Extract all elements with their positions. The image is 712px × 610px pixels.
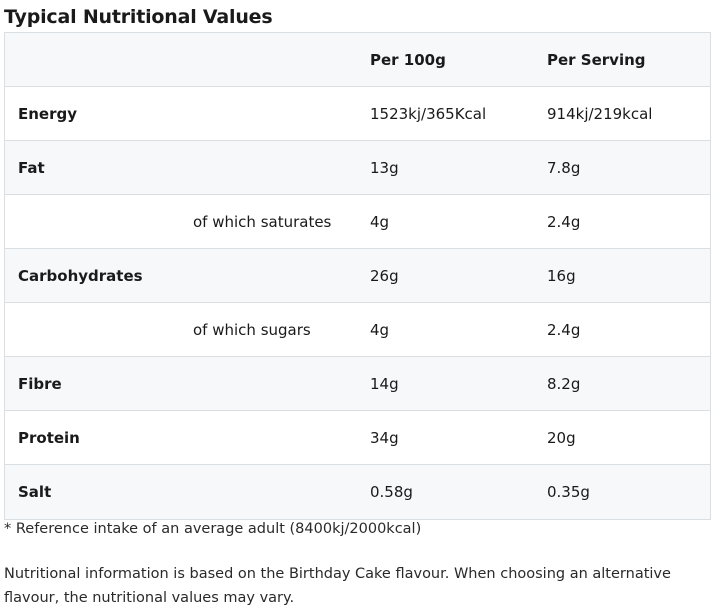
row-per-serving: 0.35g bbox=[547, 483, 590, 501]
table-row-fat: Fat 13g 7.8g bbox=[5, 141, 710, 195]
header-cell-per-serving: Per Serving bbox=[547, 50, 646, 69]
table-header-row: Per 100g Per Serving bbox=[5, 33, 710, 87]
row-per-serving: 7.8g bbox=[547, 158, 581, 177]
row-label: Fat bbox=[18, 158, 45, 177]
flavour-info-text: Nutritional information is based on the … bbox=[4, 566, 671, 606]
table-row-fibre: Fibre 14g 8.2g bbox=[5, 357, 710, 411]
row-per-serving: 8.2g bbox=[547, 374, 581, 393]
page-title: Typical Nutritional Values bbox=[4, 6, 273, 28]
row-label: Protein bbox=[18, 428, 80, 447]
reference-intake-footnote: * Reference intake of an average adult (… bbox=[4, 521, 422, 537]
nutrition-table: Per 100g Per Serving Energy 1523kj/365Kc… bbox=[4, 32, 711, 520]
table-row-energy: Energy 1523kj/365Kcal 914kj/219kcal bbox=[5, 87, 710, 141]
row-label: of which sugars bbox=[193, 320, 311, 339]
row-per-100g: 26g bbox=[370, 266, 399, 285]
row-per-100g: 4g bbox=[370, 320, 390, 339]
row-label: Carbohydrates bbox=[18, 266, 143, 285]
header-cell-per-100g: Per 100g bbox=[370, 50, 446, 69]
row-per-serving: 20g bbox=[547, 428, 576, 447]
row-per-serving: 2.4g bbox=[547, 320, 581, 339]
table-row-protein: Protein 34g 20g bbox=[5, 411, 710, 465]
table-row-salt: Salt 0.58g 0.35g bbox=[5, 465, 710, 519]
row-label: Energy bbox=[18, 104, 78, 123]
row-per-serving: 914kj/219kcal bbox=[547, 104, 653, 123]
row-per-serving: 2.4g bbox=[547, 212, 581, 231]
table-row-sugars: of which sugars 4g 2.4g bbox=[5, 303, 710, 357]
row-per-serving: 16g bbox=[547, 266, 576, 285]
row-per-100g: 4g bbox=[370, 212, 390, 231]
table-row-carbohydrates: Carbohydrates 26g 16g bbox=[5, 249, 710, 303]
row-label: of which saturates bbox=[193, 212, 332, 231]
row-per-100g: 34g bbox=[370, 428, 399, 447]
row-label: Salt bbox=[18, 483, 52, 501]
row-per-100g: 0.58g bbox=[370, 483, 413, 501]
row-per-100g: 13g bbox=[370, 158, 399, 177]
row-label: Fibre bbox=[18, 374, 62, 393]
table-row-saturates: of which saturates 4g 2.4g bbox=[5, 195, 710, 249]
row-per-100g: 1523kj/365Kcal bbox=[370, 104, 487, 123]
row-per-100g: 14g bbox=[370, 374, 399, 393]
